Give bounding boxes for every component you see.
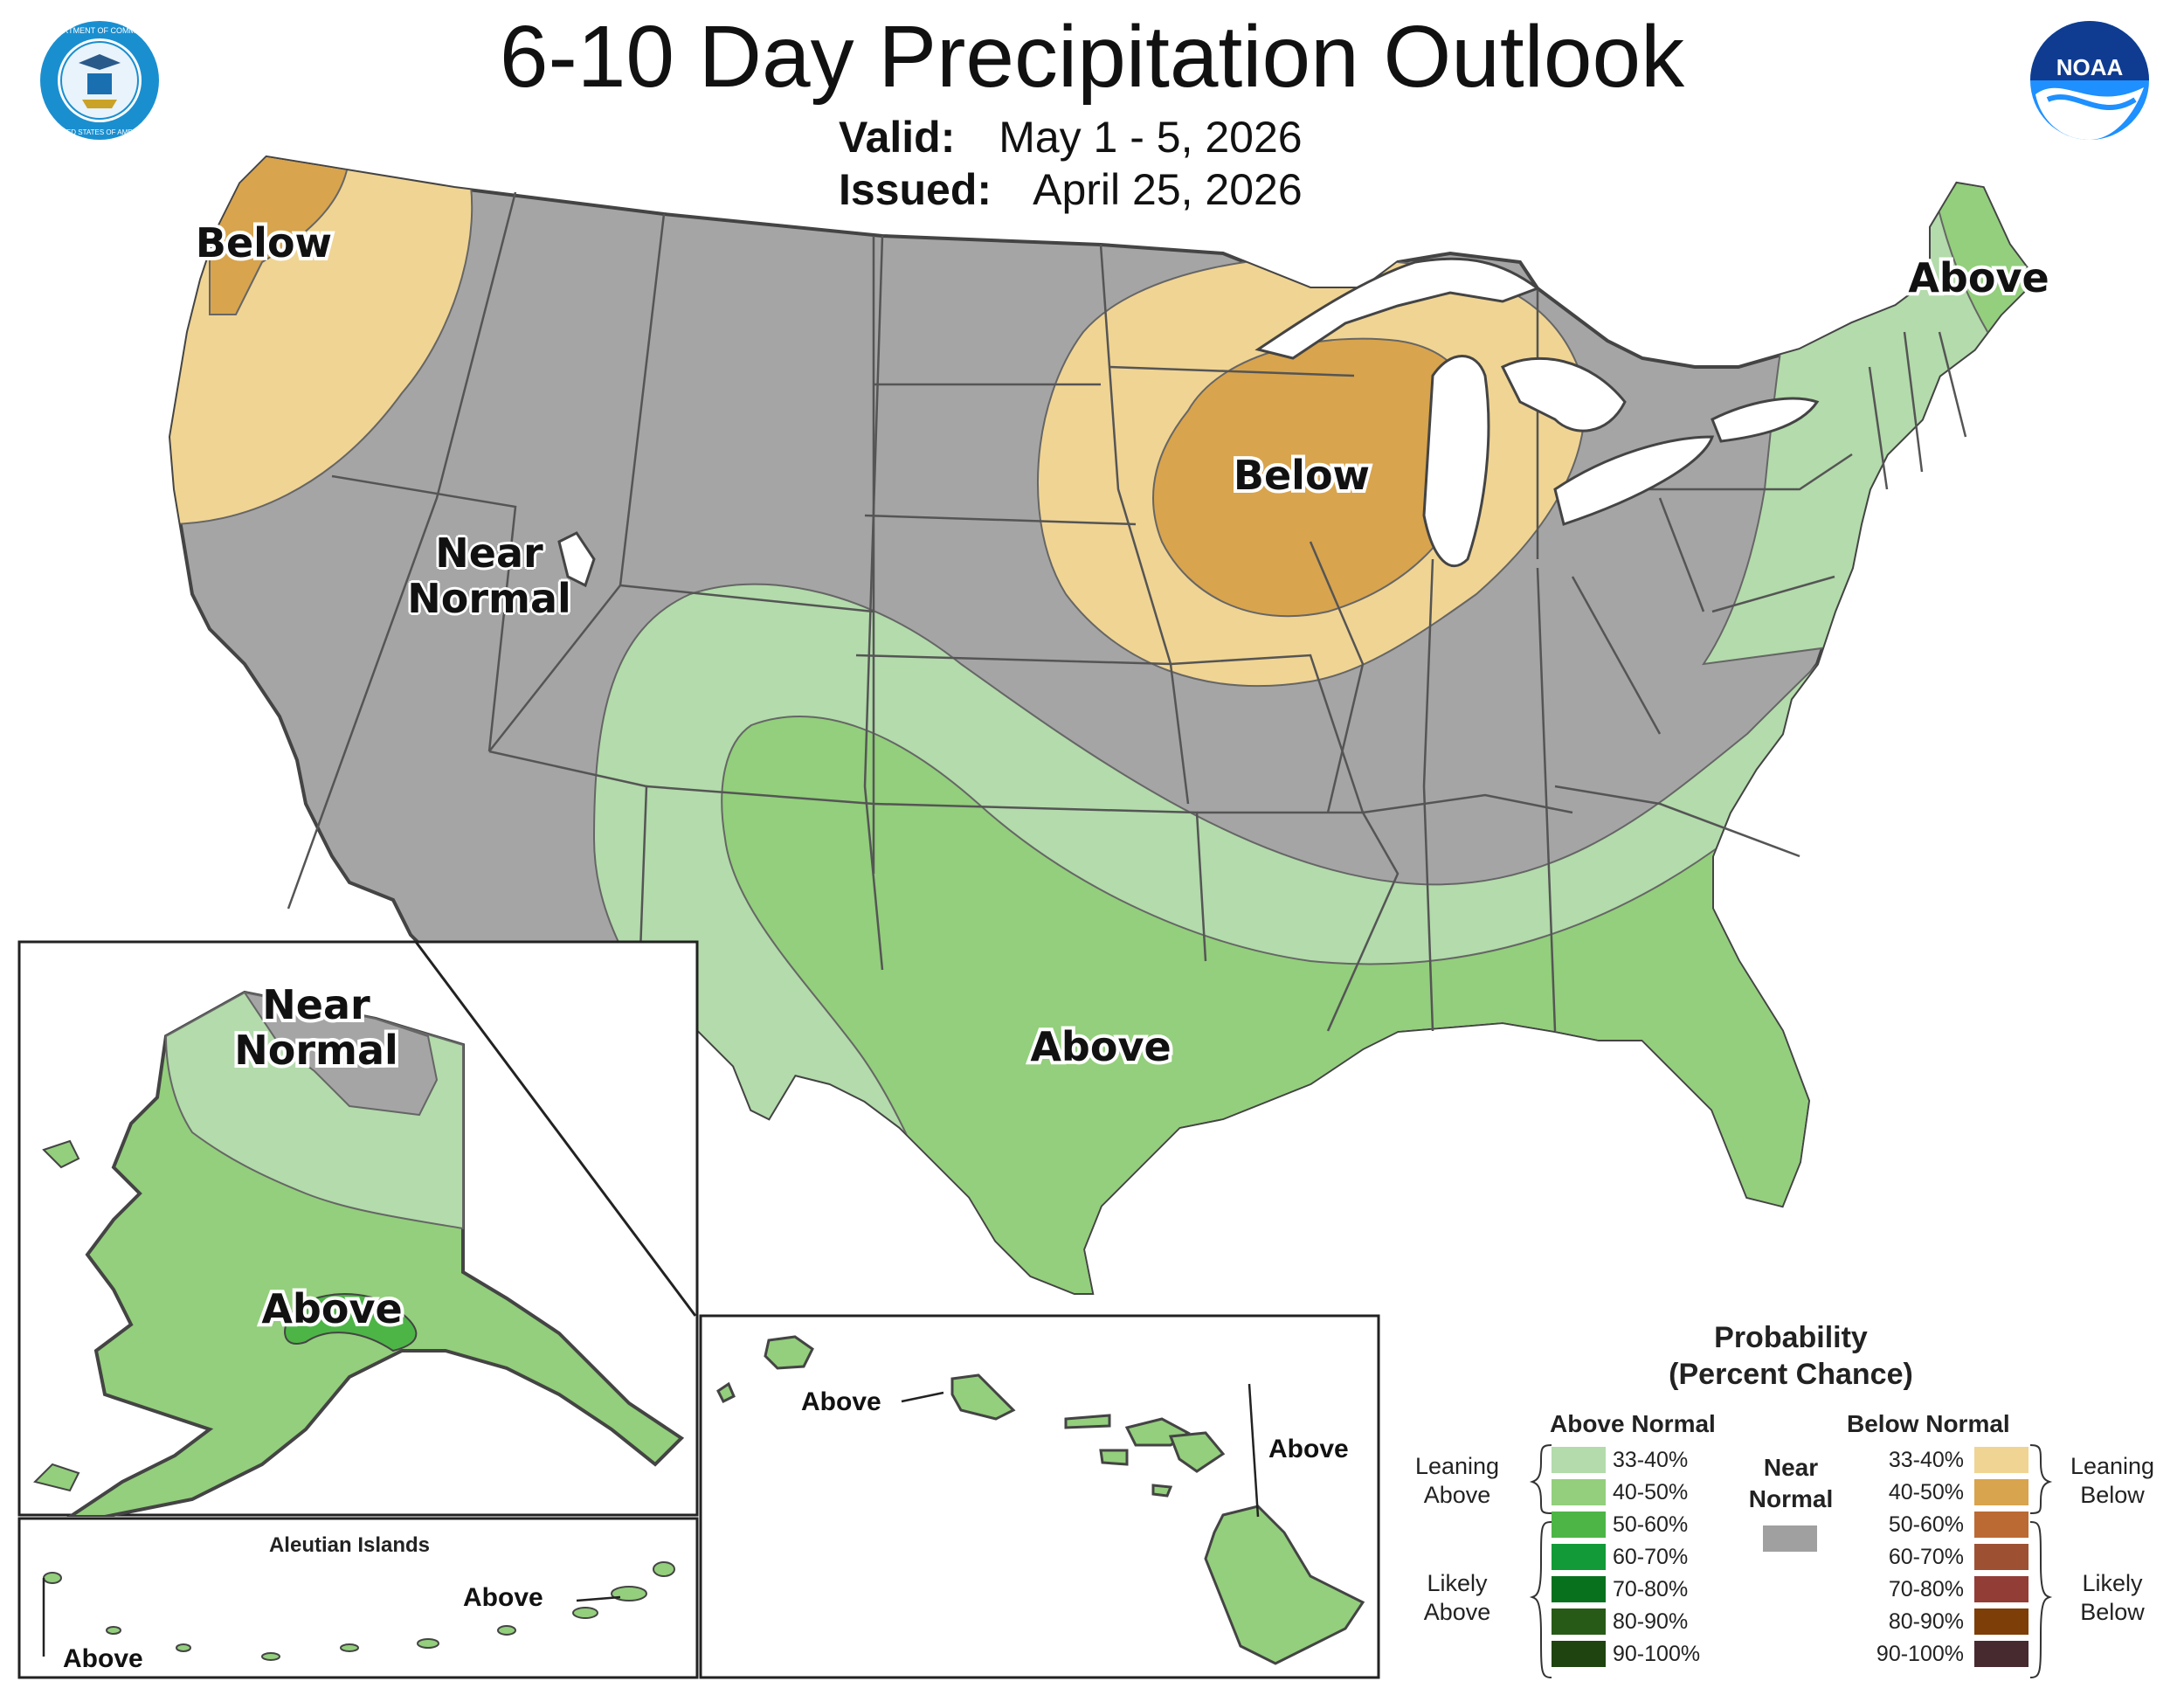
state-borders	[287, 191, 1967, 1032]
legend-swatch	[1974, 1576, 2028, 1602]
bracket-below	[2029, 1444, 2053, 1678]
legend-below-header: Below Normal	[1847, 1410, 2010, 1437]
legend-percent-label: 90-100%	[1876, 1642, 1964, 1666]
legend-percent-label: 33-40%	[1613, 1448, 1689, 1472]
likely-above-label: Likely Above	[1423, 1570, 1491, 1625]
label-hawaii-east: Above	[1268, 1435, 1349, 1463]
legend-title-line2: (Percent Chance)	[1669, 1358, 1913, 1391]
legend: Probability (Percent Chance) Above Norma…	[1398, 1319, 2184, 1686]
legend-percent-label: 70-80%	[1613, 1577, 1689, 1602]
noaa-text: NOAA	[2056, 54, 2124, 80]
valid-label: Valid:	[839, 113, 956, 162]
issued-label: Issued:	[839, 165, 992, 214]
issued-dates: Issued: April 25, 2026	[839, 164, 1303, 215]
legend-percent-label: 40-50%	[1613, 1480, 1689, 1505]
near-normal-swatch	[1763, 1525, 1817, 1552]
bracket-above	[1529, 1444, 1552, 1678]
label-aleutian-east: Above	[463, 1583, 543, 1612]
legend-percent-label: 60-70%	[1613, 1545, 1689, 1569]
leaning-below-label: Leaning Below	[2070, 1453, 2155, 1508]
hawaii-inset: Above Above	[699, 1314, 1380, 1679]
legend-swatch	[1974, 1544, 2028, 1570]
legend-swatch	[1974, 1479, 2028, 1505]
label-aleutian-west: Above	[63, 1644, 143, 1673]
legend-percent-label: 50-60%	[1888, 1512, 1964, 1537]
label-gl-below: Below	[1234, 452, 1370, 499]
label-west-near-normal: Near Normal	[384, 529, 594, 622]
legend-above-header: Above Normal	[1550, 1410, 1716, 1437]
near-normal-legend-label: Near Normal	[1748, 1454, 1834, 1512]
aleutian-inset: Aleutian Islands Above Above	[17, 1517, 699, 1679]
valid-value: May 1 - 5, 2026	[999, 113, 1303, 162]
legend-swatch	[1552, 1544, 1606, 1570]
label-ne-above: Above	[1908, 254, 2049, 301]
legend-swatch	[1974, 1608, 2028, 1635]
legend-swatch	[1552, 1576, 1606, 1602]
legend-swatch	[1974, 1641, 2028, 1667]
page-title: 6-10 Day Precipitation Outlook	[499, 8, 1685, 106]
legend-title-line1: Probability	[1714, 1321, 1868, 1354]
legend-swatch	[1974, 1447, 2028, 1473]
legend-percent-label: 90-100%	[1613, 1642, 1701, 1666]
hawaii-islands	[716, 1335, 1365, 1665]
issued-value: April 25, 2026	[1033, 165, 1303, 214]
legend-percent-label: 80-90%	[1613, 1609, 1689, 1634]
label-west-near-normal-line: Normal	[407, 574, 571, 622]
legend-swatch	[1552, 1512, 1606, 1538]
likely-below-label: Likely Below	[2080, 1570, 2145, 1625]
label-nw-below: Below	[196, 219, 332, 266]
legend-percent-label: 40-50%	[1888, 1480, 1964, 1505]
valid-dates: Valid: May 1 - 5, 2026	[839, 112, 1303, 163]
legend-percent-label: 50-60%	[1613, 1512, 1689, 1537]
legend-swatch	[1552, 1447, 1606, 1473]
alaska-inset: Near Normal Above	[17, 940, 699, 1517]
legend-percent-label: 80-90%	[1888, 1609, 1964, 1634]
legend-swatch	[1552, 1608, 1606, 1635]
commerce-seal-icon: DEPARTMENT OF COMMERCE UNITED STATES OF …	[40, 21, 159, 140]
aleutian-title: Aleutian Islands	[269, 1533, 430, 1557]
seal-top-text: DEPARTMENT OF COMMERCE	[42, 26, 157, 35]
legend-percent-label: 70-80%	[1888, 1577, 1964, 1602]
label-south-above: Above	[1030, 1023, 1171, 1070]
label-ak-near-line: Near	[262, 981, 370, 1028]
label-ak-above: Above	[261, 1285, 402, 1332]
label-ak-near-line: Normal	[234, 1027, 398, 1074]
great-lakes	[557, 257, 1820, 588]
legend-percent-label: 60-70%	[1888, 1545, 1964, 1569]
legend-swatch	[1974, 1512, 2028, 1538]
legend-swatch	[1552, 1641, 1606, 1667]
label-hawaii-west: Above	[801, 1387, 881, 1416]
legend-swatch	[1552, 1479, 1606, 1505]
ca-coast-above	[182, 697, 273, 841]
legend-percent-label: 33-40%	[1888, 1448, 1964, 1472]
leaning-above-label: Leaning Above	[1414, 1453, 1500, 1508]
seal-bottom-text: UNITED STATES OF AMERICA	[50, 128, 149, 136]
label-ak-near: Near Normal	[234, 981, 398, 1074]
label-west-near-normal-line: Near	[435, 529, 543, 577]
noaa-logo-icon: NOAA	[2030, 21, 2149, 140]
